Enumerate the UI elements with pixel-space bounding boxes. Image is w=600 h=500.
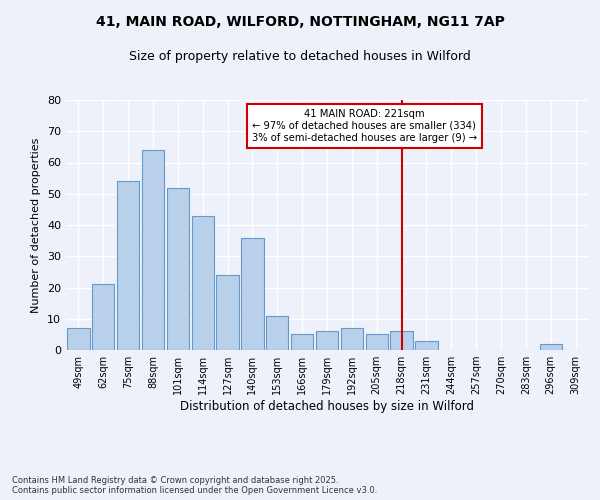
Bar <box>167 188 189 350</box>
Y-axis label: Number of detached properties: Number of detached properties <box>31 138 41 312</box>
Bar <box>291 334 313 350</box>
Text: 41, MAIN ROAD, WILFORD, NOTTINGHAM, NG11 7AP: 41, MAIN ROAD, WILFORD, NOTTINGHAM, NG11… <box>95 15 505 29</box>
Bar <box>266 316 289 350</box>
Text: Size of property relative to detached houses in Wilford: Size of property relative to detached ho… <box>129 50 471 63</box>
Text: 41 MAIN ROAD: 221sqm
← 97% of detached houses are smaller (334)
3% of semi-detac: 41 MAIN ROAD: 221sqm ← 97% of detached h… <box>252 110 477 142</box>
Bar <box>142 150 164 350</box>
Text: Contains HM Land Registry data © Crown copyright and database right 2025.
Contai: Contains HM Land Registry data © Crown c… <box>12 476 377 495</box>
Bar <box>316 331 338 350</box>
Bar <box>92 284 115 350</box>
Bar <box>341 328 363 350</box>
X-axis label: Distribution of detached houses by size in Wilford: Distribution of detached houses by size … <box>180 400 474 413</box>
Bar <box>365 334 388 350</box>
Bar <box>217 275 239 350</box>
Bar <box>67 328 89 350</box>
Bar <box>391 331 413 350</box>
Bar <box>539 344 562 350</box>
Bar <box>117 181 139 350</box>
Bar <box>241 238 263 350</box>
Bar <box>191 216 214 350</box>
Bar <box>415 340 437 350</box>
